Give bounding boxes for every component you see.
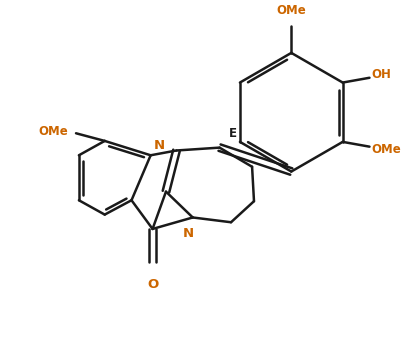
Text: N: N [182,227,194,240]
Text: OH: OH [371,69,391,81]
Text: OMe: OMe [39,125,68,138]
Text: OMe: OMe [371,143,401,156]
Text: E: E [229,127,237,140]
Text: OMe: OMe [277,4,306,17]
Text: O: O [147,278,158,291]
Text: N: N [154,139,165,152]
